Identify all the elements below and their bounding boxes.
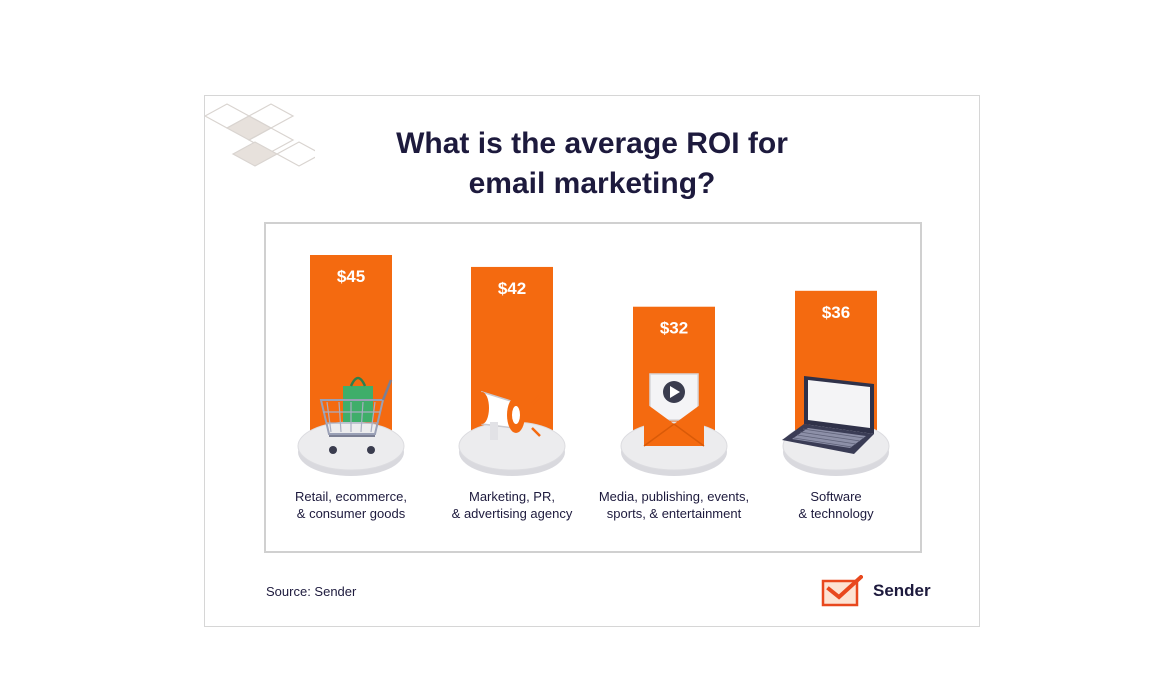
category-label-line: Software [810, 489, 862, 504]
megaphone-icon [475, 390, 544, 440]
shopping-cart-icon [319, 376, 393, 454]
pedestal-0 [297, 421, 405, 476]
laptop-icon [782, 376, 874, 454]
category-label-line: & advertising agency [451, 506, 573, 521]
bar-value-label-2: $32 [660, 319, 688, 338]
bar-chart: $45 $42 $32 $36 [297, 255, 890, 476]
brand-logo: Sender [821, 575, 931, 607]
diamond-pattern-decoration [205, 103, 315, 167]
infographic-card: What is the average ROI for email market… [204, 95, 980, 627]
category-label-0: Retail, ecommerce, & consumer goods [266, 488, 436, 522]
brand-name: Sender [873, 581, 931, 600]
chart-panel: $45 $42 $32 $36 Retail, ecommerce, & consume… [264, 222, 922, 553]
sender-checkmark-logo-icon [821, 575, 863, 607]
category-label-line: Marketing, PR, [469, 489, 555, 504]
email-envelope-icon [643, 373, 705, 447]
bar-value-label-3: $36 [822, 303, 850, 322]
category-label-line: sports, & entertainment [606, 506, 742, 521]
title-line-2: email marketing? [468, 167, 716, 200]
category-label-line: & consumer goods [296, 506, 406, 521]
title-line-1: What is the average ROI for [396, 127, 788, 160]
source-note: Source: Sender [266, 584, 357, 599]
category-label-3: Software & technology [751, 488, 921, 522]
chart-title: What is the average ROI for email market… [205, 124, 979, 204]
category-label-1: Marketing, PR, & advertising agency [427, 488, 597, 522]
category-label-2: Media, publishing, events, sports, & ente… [589, 488, 759, 522]
category-label-line: & technology [798, 506, 874, 521]
bar-value-label-1: $42 [498, 279, 526, 298]
bar-value-label-0: $45 [337, 267, 365, 286]
category-label-line: Retail, ecommerce, [295, 489, 407, 504]
category-label-line: Media, publishing, events, [598, 489, 750, 504]
